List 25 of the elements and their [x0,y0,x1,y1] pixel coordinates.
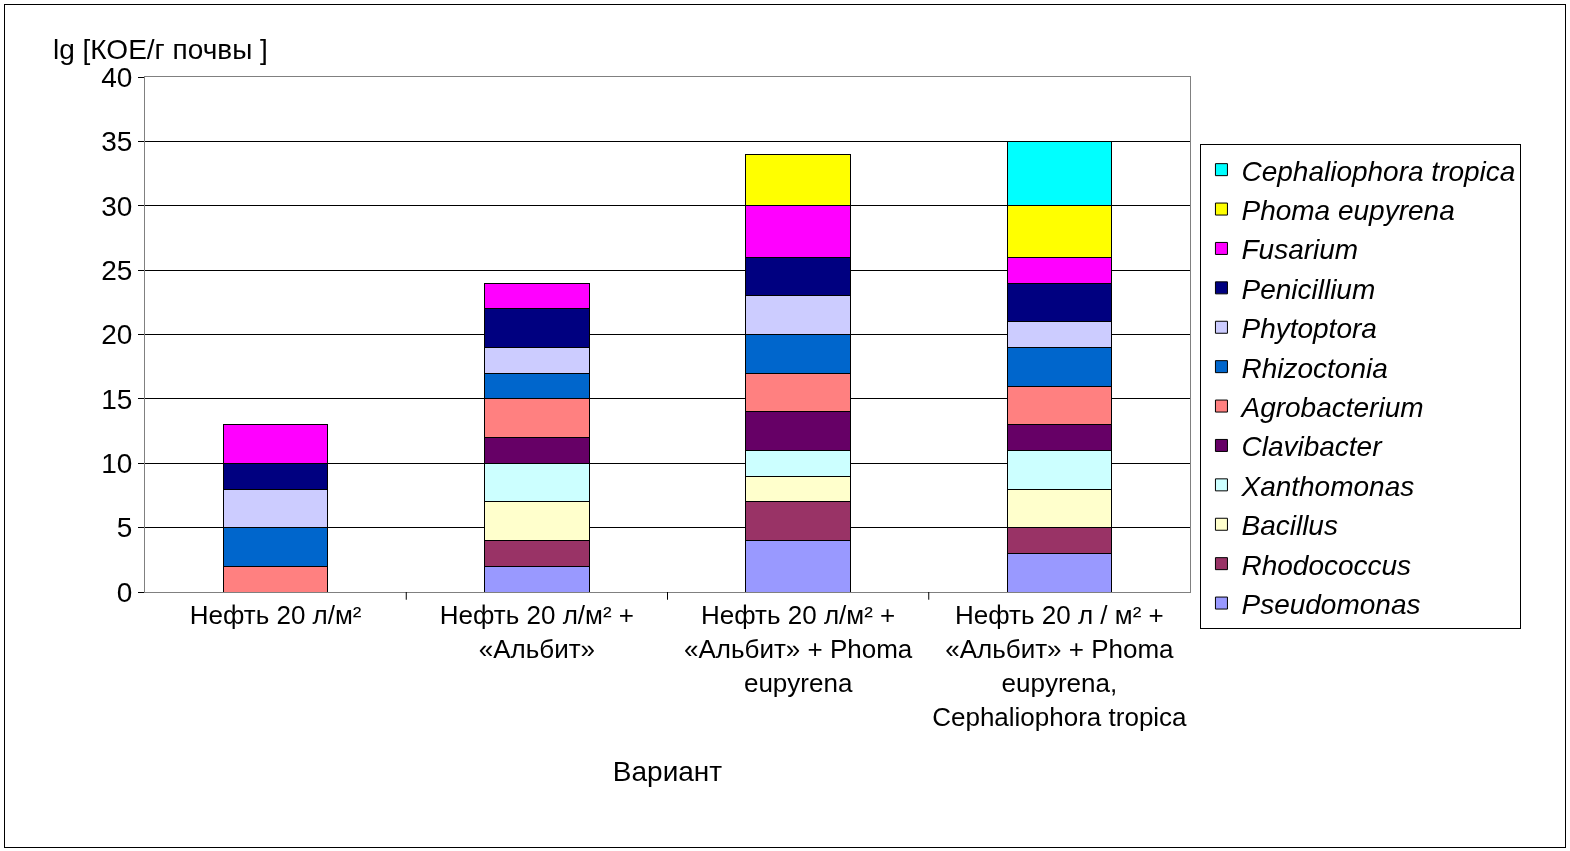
y-tick-label: 10 [101,448,133,480]
legend-label: Penicillium [1241,273,1376,305]
legend-label: Phytoptora [1241,313,1377,345]
x-tick-label: Нефть 20 л/м² [189,600,362,631]
legend-label: Pseudomonas [1241,588,1421,620]
legend-label: Phoma eupyrena [1241,194,1455,226]
y-tick-label: 30 [101,190,133,222]
legend-label: Cephaliophora tropica [1241,155,1516,187]
y-tick-label: 35 [101,126,133,158]
y-tick-label: 15 [101,383,133,415]
x-tick-label: Нефть 20 л / м² + «Альбит» + Phoma eupyrena, Cephaliophora tropica [932,600,1188,732]
y-tick-label: 5 [116,512,133,544]
y-tick-label: 20 [101,319,133,351]
legend-label: Agrobacterium [1239,391,1424,423]
legend-label: Xanthomonas [1240,470,1415,502]
legend-label: Rhodococcus [1241,549,1412,581]
x-tick-label: Нефть 20 л/м² + «Альбит» + Phoma eupyrena [683,600,913,698]
x-tick-label: Нефть 20 л/м² + «Альбит» [439,600,634,664]
legend-label: Fusarium [1241,234,1359,266]
legend-label: Rhizoctonia [1241,352,1388,384]
legend-label: Bacillus [1241,510,1338,542]
y-tick-label: 25 [101,254,133,286]
x-axis-title: Вариант [612,755,723,787]
legend-label: Clavibacter [1241,431,1384,463]
y-tick-label: 0 [116,576,133,608]
